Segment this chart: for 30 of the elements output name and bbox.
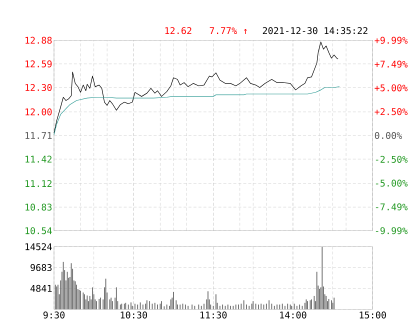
y-tick-label: 10.54: [26, 227, 52, 234]
y2-tick-label: +7.49%: [374, 60, 408, 68]
y-tick-label: 12.88: [26, 36, 52, 44]
y-tick-label: 11.71: [26, 132, 52, 139]
y2-tick-label: 0.00%: [374, 132, 402, 139]
x-tick-label: 14:00: [280, 311, 306, 318]
text: 7.77% ↑: [210, 27, 247, 34]
y-tick-label: 9683: [30, 264, 52, 272]
y-tick-label: 4841: [30, 284, 52, 292]
y-tick-label: 14524: [26, 243, 52, 250]
y-tick-label: 12.59: [26, 60, 52, 68]
y-tick-label: 11.42: [26, 156, 52, 163]
y2-tick-label: -9.99%: [376, 227, 408, 234]
y2-tick-label: +9.99%: [374, 36, 408, 44]
text: 12.62: [165, 27, 192, 34]
line-series: [54, 42, 338, 134]
y-tick-label: 12.30: [26, 84, 52, 91]
y-tick-label: 10.83: [26, 204, 52, 211]
x-tick-label: 15:00: [360, 311, 386, 318]
y2-tick-label: -5.00%: [376, 180, 408, 187]
x-tick-label: 9:30: [43, 311, 65, 318]
y2-tick-label: -2.50%: [376, 156, 408, 163]
y-tick-label: 11.12: [26, 180, 52, 187]
y-tick-label: 12.00: [26, 108, 52, 116]
text: 2021-12-30 14:35:22: [262, 27, 368, 34]
x-tick-label: 11:30: [200, 311, 227, 318]
y2-tick-label: +2.50%: [374, 108, 408, 116]
y2-tick-label: +5.00%: [374, 84, 408, 92]
y2-tick-label: -7.49%: [376, 203, 408, 210]
x-tick-label: 10:30: [120, 311, 147, 318]
